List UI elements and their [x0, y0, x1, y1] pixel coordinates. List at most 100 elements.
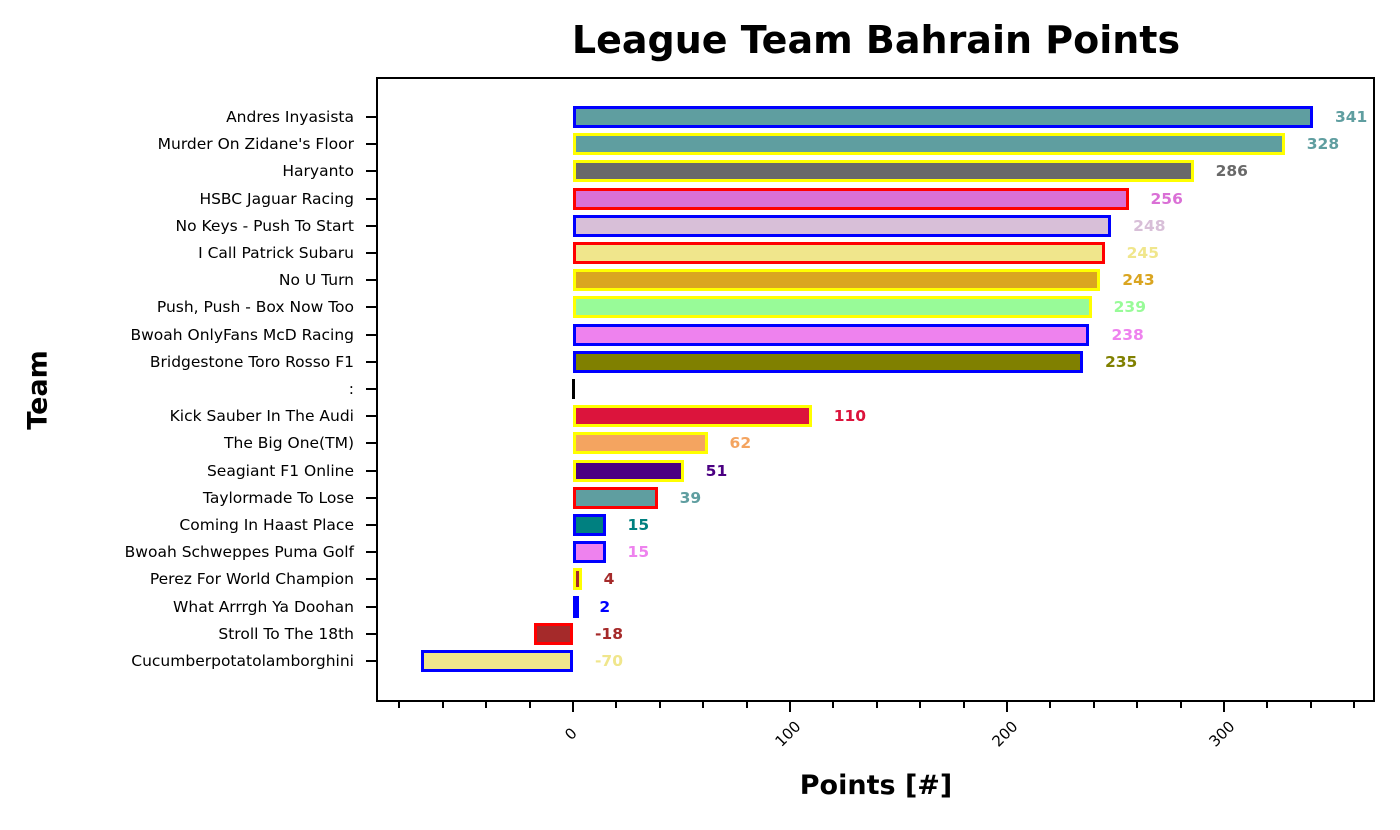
x-minor-tick — [962, 702, 965, 708]
x-minor-tick — [1179, 702, 1182, 708]
y-axis-label: Team — [22, 350, 54, 430]
bar — [573, 187, 1129, 210]
x-major-tick — [1006, 702, 1008, 712]
value-label: 286 — [1215, 162, 1248, 181]
value-label: 4 — [603, 570, 615, 589]
y-tick — [366, 143, 376, 146]
value-label: 2 — [599, 597, 611, 616]
value-label: 110 — [833, 407, 867, 426]
y-tick-label: HSBC Jaguar Racing — [199, 189, 354, 208]
bar — [573, 160, 1194, 183]
y-tick — [366, 224, 376, 227]
value-label: 51 — [705, 461, 728, 480]
value-label: 15 — [627, 543, 650, 562]
y-tick — [366, 551, 376, 554]
y-tick — [366, 170, 376, 173]
bar — [573, 541, 606, 564]
y-tick-label: Coming In Haast Place — [179, 516, 354, 534]
x-major-tick — [1223, 702, 1225, 712]
x-minor-tick — [1353, 702, 1356, 708]
y-tick-label: The Big One(TM) — [224, 434, 354, 453]
x-minor-tick — [1309, 702, 1312, 708]
x-tick-label: 300 — [1205, 717, 1239, 751]
bar — [573, 350, 1083, 373]
y-tick — [366, 306, 376, 309]
bar — [573, 133, 1285, 156]
bar — [573, 296, 1092, 319]
x-major-tick — [572, 702, 574, 712]
x-minor-tick — [875, 702, 878, 708]
x-minor-tick — [615, 702, 618, 708]
y-tick-label: What Arrrgh Ya Doohan — [173, 597, 354, 616]
value-label: 39 — [679, 488, 702, 507]
x-minor-tick — [1049, 702, 1052, 708]
bar — [572, 379, 575, 399]
y-tick — [366, 388, 376, 390]
x-minor-tick — [658, 702, 661, 708]
y-tick-label: Cucumberpotatolamborghini — [131, 652, 354, 670]
y-tick-label: I Call Patrick Subaru — [198, 244, 354, 262]
x-axis-label: Points [#] — [799, 770, 953, 801]
bar — [573, 514, 606, 536]
y-tick-label: No U Turn — [278, 271, 354, 290]
x-tick-label: 0 — [561, 724, 581, 744]
y-tick — [366, 442, 376, 445]
bar — [573, 405, 812, 428]
y-tick-label: Haryanto — [282, 162, 354, 181]
y-tick — [366, 116, 376, 118]
y-tick — [366, 578, 376, 581]
value-label: 245 — [1126, 244, 1159, 262]
y-tick — [366, 660, 376, 662]
bar — [573, 242, 1105, 264]
bar — [573, 432, 708, 455]
x-minor-tick — [745, 702, 748, 708]
y-tick — [366, 279, 376, 282]
y-tick-label: Murder On Zidane's Floor — [157, 135, 354, 154]
y-tick-label: Stroll To The 18th — [218, 624, 354, 643]
x-minor-tick — [1266, 702, 1269, 708]
value-label: 235 — [1104, 352, 1138, 371]
bar — [573, 269, 1101, 292]
y-tick — [366, 632, 376, 635]
y-tick — [366, 415, 376, 418]
y-tick-label: : — [348, 380, 354, 398]
x-tick-label: 200 — [988, 717, 1022, 751]
value-label: 328 — [1306, 135, 1340, 154]
bar — [533, 622, 573, 645]
value-label: -18 — [595, 624, 624, 643]
value-label: 238 — [1111, 325, 1144, 344]
bar — [573, 486, 658, 509]
value-label: 239 — [1113, 298, 1146, 317]
chart-title: League Team Bahrain Points — [571, 18, 1181, 62]
y-tick-label: Kick Sauber In The Audi — [169, 407, 354, 426]
bar — [421, 650, 573, 672]
y-tick — [366, 469, 376, 472]
x-minor-tick — [1136, 702, 1139, 708]
y-tick — [366, 333, 376, 336]
x-tick-label: 100 — [771, 717, 805, 751]
value-label: -70 — [595, 652, 624, 670]
x-minor-tick — [485, 702, 488, 708]
bar — [573, 323, 1090, 346]
value-label: 248 — [1133, 216, 1166, 235]
y-tick-label: No Keys - Push To Start — [175, 216, 354, 235]
y-tick — [366, 360, 376, 363]
y-tick — [366, 605, 376, 608]
value-label: 62 — [729, 434, 752, 453]
y-tick — [366, 496, 376, 499]
x-minor-tick — [398, 702, 401, 708]
x-minor-tick — [528, 702, 531, 708]
bar — [573, 214, 1112, 237]
y-tick-label: Bridgestone Toro Rosso F1 — [149, 352, 354, 371]
x-major-tick — [789, 702, 791, 712]
y-tick-label: Taylormade To Lose — [202, 488, 354, 507]
bar — [573, 106, 1313, 128]
bar — [573, 595, 579, 618]
y-tick — [366, 524, 376, 526]
y-tick — [366, 197, 376, 200]
x-minor-tick — [919, 702, 922, 708]
y-tick-label: Bwoah OnlyFans McD Racing — [130, 325, 354, 344]
value-label: 243 — [1122, 271, 1155, 290]
x-minor-tick — [441, 702, 444, 708]
y-tick — [366, 252, 376, 254]
